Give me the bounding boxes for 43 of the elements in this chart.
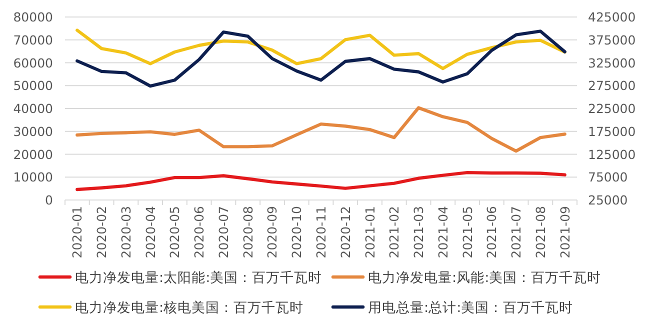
y2-tick-label: 225000 <box>588 101 636 116</box>
x-tick-label: 2021-09 <box>557 206 572 258</box>
x-tick-label: 2020-08 <box>240 206 256 258</box>
x-tick-label: 2020-09 <box>264 206 280 258</box>
x-tick-label: 2020-06 <box>192 206 207 258</box>
x-tick-label: 2020-03 <box>118 206 134 258</box>
x-tick-label: 2020-12 <box>338 206 353 258</box>
y2-tick-label: 175000 <box>588 124 636 139</box>
y-tick-label: 30000 <box>13 124 54 139</box>
legend-label: 用电总量:总计:美国：百万千瓦时 <box>368 300 574 316</box>
y2-tick-label: 75000 <box>588 170 628 185</box>
x-tick-label: 2021-03 <box>411 206 426 258</box>
x-tick-label: 2020-05 <box>167 206 182 258</box>
y-tick-label: 0 <box>45 192 54 208</box>
x-tick-label: 2020-10 <box>289 206 304 258</box>
y2-tick-label: 325000 <box>588 55 636 70</box>
y-tick-label: 20000 <box>13 146 54 162</box>
y-tick-label: 10000 <box>13 170 54 185</box>
x-tick-label: 2021-07 <box>508 206 524 258</box>
x-tick-label: 2021-08 <box>532 206 548 258</box>
x-tick-label: 2020-04 <box>142 206 158 258</box>
y2-tick-label: 375000 <box>588 32 636 48</box>
x-tick-label: 2021-04 <box>435 206 450 258</box>
y2-tick-label: 25000 <box>588 192 628 208</box>
x-tick-label: 2021-05 <box>460 206 475 258</box>
legend-label: 电力净发电量:核电美国：百万千瓦时 <box>75 300 304 316</box>
y2-tick-label: 125000 <box>588 146 636 162</box>
x-tick-label: 2020-02 <box>94 206 110 258</box>
y-tick-label: 50000 <box>13 78 54 94</box>
y-tick-label: 40000 <box>13 101 54 116</box>
x-tick-label: 2020-11 <box>314 206 328 258</box>
y-tick-label: 60000 <box>13 55 54 70</box>
x-tick-label: 2021-02 <box>386 206 402 258</box>
legend-label: 电力净发电量:太阳能:美国：百万千瓦时 <box>75 270 322 286</box>
x-tick-label: 2020-01 <box>70 206 85 258</box>
y-tick-label: 80000 <box>13 10 54 24</box>
x-tick-label: 2021-01 <box>362 206 378 258</box>
y2-tick-label: 275000 <box>588 78 636 94</box>
x-tick-label: 2021-06 <box>484 206 500 258</box>
x-tick-label: 2020-07 <box>216 206 231 258</box>
y-tick-label: 70000 <box>13 32 54 48</box>
legend-label: 电力净发电量:风能:美国：百万千瓦时 <box>368 270 602 286</box>
y2-tick-label: 425000 <box>588 10 636 24</box>
